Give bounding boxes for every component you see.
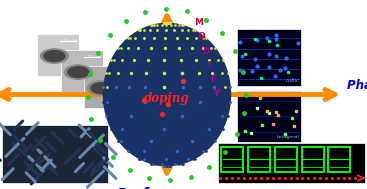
Text: D: D	[202, 46, 209, 56]
Circle shape	[64, 65, 92, 79]
Circle shape	[87, 81, 115, 95]
Circle shape	[68, 67, 89, 77]
Text: Performance: Performance	[117, 187, 217, 189]
Text: M: M	[194, 18, 203, 27]
Text: F: F	[210, 75, 216, 84]
Text: I: I	[207, 61, 211, 70]
Bar	[61, 50, 103, 92]
Text: Y: Y	[213, 89, 220, 98]
Text: 10 nm: 10 nm	[88, 55, 101, 59]
Text: O: O	[198, 32, 206, 41]
Bar	[218, 143, 365, 183]
Bar	[248, 147, 270, 172]
Bar	[275, 147, 297, 172]
Circle shape	[91, 83, 112, 94]
Text: 10 nm: 10 nm	[64, 39, 77, 43]
Text: doping: doping	[144, 92, 190, 105]
Text: cubic: cubic	[286, 78, 299, 83]
Bar	[237, 29, 301, 86]
Bar	[237, 91, 301, 142]
Circle shape	[40, 49, 68, 63]
Bar	[302, 147, 324, 172]
Bar	[37, 34, 79, 76]
Ellipse shape	[103, 23, 231, 166]
Text: hexagonal: hexagonal	[277, 135, 299, 139]
Text: Phase structure: Phase structure	[347, 79, 367, 91]
Bar	[221, 147, 243, 172]
Circle shape	[44, 51, 65, 61]
Bar	[84, 66, 126, 108]
Bar	[328, 147, 350, 172]
Bar	[2, 125, 108, 183]
Text: 10 nm: 10 nm	[111, 71, 124, 75]
